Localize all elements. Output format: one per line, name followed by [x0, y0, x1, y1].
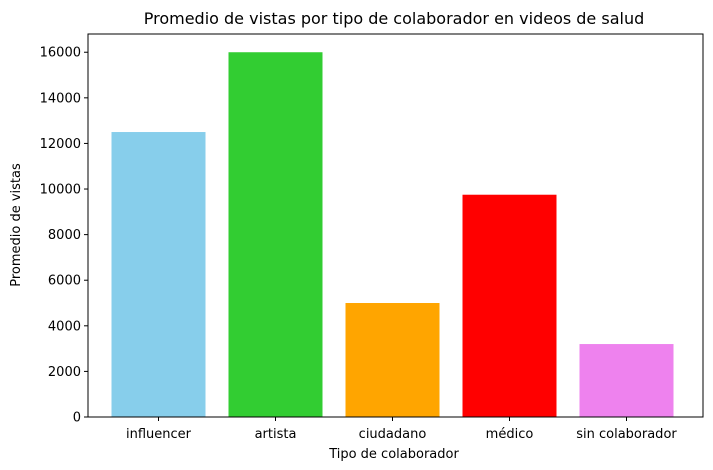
- bar-influencer: [111, 132, 206, 417]
- x-axis-label: Tipo de colaborador: [328, 447, 459, 462]
- chart-title: Promedio de vistas por tipo de colaborad…: [144, 9, 645, 28]
- bar-ciudadano: [345, 303, 440, 417]
- x-tick-label: sin colaborador: [576, 427, 677, 442]
- y-tick-label: 2000: [48, 365, 81, 380]
- plot-frame: [87, 33, 704, 418]
- x-tick-label: influencer: [126, 427, 192, 442]
- x-axis-ticks: influencer artista ciudadano médico sin cola…: [126, 417, 677, 442]
- y-tick-label: 8000: [48, 228, 81, 243]
- bar-artista: [228, 52, 323, 417]
- bar-médico: [462, 194, 557, 417]
- y-tick-label: 16000: [40, 46, 81, 61]
- bars-group: [111, 52, 674, 417]
- y-tick-label: 12000: [40, 137, 81, 152]
- bar-sin-colaborador: [579, 344, 674, 417]
- y-axis-label: Promedio de vistas: [9, 163, 24, 287]
- y-tick-label: 14000: [40, 91, 81, 106]
- y-tick-label: 6000: [48, 274, 81, 289]
- y-tick-label: 10000: [40, 183, 81, 198]
- y-axis-ticks: 0 2000 4000 6000 8000 10000 12000 14000 16000: [40, 46, 88, 426]
- x-tick-label: médico: [486, 427, 534, 442]
- y-tick-label: 0: [73, 411, 81, 426]
- x-tick-label: ciudadano: [359, 427, 427, 442]
- y-tick-label: 4000: [48, 319, 81, 334]
- x-tick-label: artista: [255, 427, 297, 442]
